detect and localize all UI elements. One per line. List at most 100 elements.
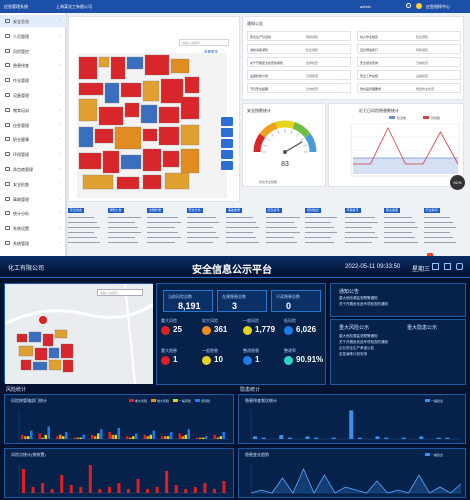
sidebar-item-14[interactable]: 系统设置 › (0, 222, 66, 234)
news-line[interactable] (305, 242, 334, 244)
news-line[interactable] (147, 232, 178, 234)
news-line[interactable] (423, 237, 453, 239)
major-risk-item[interactable]: 重大危险源监测预警通知 (339, 334, 378, 338)
news-line[interactable] (68, 237, 97, 239)
news-column[interactable]: 职业健康 (384, 208, 420, 254)
sidebar-item-4[interactable]: 作业管理 › (0, 74, 66, 86)
notice-item[interactable]: 节日安全提醒 日常检查 (247, 83, 351, 93)
notice-item[interactable]: 应急预案修订 特别通知 (357, 44, 461, 54)
news-line[interactable] (423, 227, 456, 229)
news-line[interactable] (68, 242, 100, 244)
sidebar-item-7[interactable]: 应急管理 › (0, 119, 66, 131)
sidebar-item-9[interactable]: 环保管理 › (0, 148, 66, 160)
news-line[interactable] (68, 222, 97, 224)
zoom-button-2[interactable] (221, 139, 233, 148)
news-line[interactable] (384, 222, 415, 224)
major-risk-item[interactable]: 应急演练计划安排 (339, 352, 367, 356)
sidebar-item-6[interactable]: 教育培训 › (0, 104, 66, 116)
news-line[interactable] (384, 242, 418, 244)
news-line[interactable] (344, 237, 378, 239)
news-line[interactable] (265, 237, 294, 239)
news-line[interactable] (344, 232, 375, 234)
news-column[interactable]: 法规标准 (147, 208, 183, 254)
sidebar-item-8[interactable]: 职业健康 › (0, 133, 66, 145)
news-column-header[interactable]: 法规标准 (147, 208, 164, 213)
plant-layout-map[interactable] (77, 53, 227, 198)
news-column[interactable]: 通知公告 (107, 208, 144, 254)
news-column-header[interactable]: 环保资讯 (344, 208, 361, 213)
news-line[interactable] (107, 232, 141, 234)
notice-item[interactable]: 安全培训安排 日常检查 (357, 57, 461, 67)
fullscreen-icon[interactable] (444, 263, 451, 270)
news-line[interactable] (147, 237, 181, 239)
zoom-button-0[interactable] (221, 117, 233, 126)
news-line[interactable] (226, 232, 253, 234)
news-line[interactable] (107, 237, 135, 239)
news-line[interactable] (265, 227, 297, 229)
news-line[interactable] (186, 242, 213, 244)
news-line[interactable] (305, 237, 331, 239)
news-line[interactable] (107, 222, 135, 224)
notice-item[interactable]: 安全工作总结 设备检查 (357, 70, 461, 80)
news-line[interactable] (147, 227, 175, 229)
user-name[interactable]: admin (360, 4, 371, 9)
news-column-header[interactable]: 安全动态 (68, 208, 85, 213)
notice-item[interactable]: 关于开展安全检查的通知 监督检查 (247, 57, 351, 67)
news-line[interactable] (265, 242, 297, 244)
notice-item[interactable]: 消防演练通知 隐患通知 (247, 44, 351, 54)
news-column[interactable]: 应急资讯 (265, 208, 302, 254)
news-line[interactable] (226, 217, 253, 219)
news-line[interactable] (68, 217, 94, 219)
app-logo-text[interactable]: 应急管理系统 (4, 4, 28, 9)
news-line[interactable] (344, 217, 375, 219)
news-line[interactable] (186, 227, 213, 229)
news-line[interactable] (423, 217, 450, 219)
news-column[interactable]: 培训信息 (305, 208, 341, 254)
news-line[interactable] (305, 232, 337, 234)
news-column-header[interactable]: 安全文化 (186, 208, 203, 213)
map-more-link[interactable]: 查看更多 (204, 50, 218, 54)
sidebar-item-3[interactable]: 隐患排查 › (0, 59, 66, 71)
news-column-header[interactable]: 职业健康 (384, 208, 401, 213)
news-line[interactable] (265, 232, 300, 234)
news-column-header[interactable]: 应急资讯 (265, 208, 282, 213)
zoom-button-3[interactable] (221, 150, 233, 159)
news-line[interactable] (226, 242, 259, 244)
map-zoom-controls[interactable] (221, 117, 235, 177)
sidebar-item-12[interactable]: 事故管理 › (0, 193, 66, 205)
news-column[interactable]: 安全文化 (186, 208, 223, 254)
sidebar-item-2[interactable]: 风险管控 › (0, 45, 66, 57)
sidebar-item-5[interactable]: 设备管理 › (0, 89, 66, 101)
news-line[interactable] (186, 217, 216, 219)
map-search-input[interactable]: 请输入关键字 (179, 39, 229, 46)
bigscreen-notice-item[interactable]: 重大危险源监测预警通知 (339, 296, 378, 300)
notice-item[interactable]: 危化品管理要求 危险作业检查 (357, 83, 461, 93)
news-line[interactable] (305, 227, 334, 229)
logout-icon[interactable] (456, 263, 463, 270)
news-line[interactable] (226, 222, 256, 224)
sidebar-item-11[interactable]: 安全检查 › (0, 178, 66, 190)
news-line[interactable] (344, 222, 378, 224)
news-line[interactable] (423, 222, 453, 224)
news-line[interactable] (226, 227, 259, 229)
news-line[interactable] (344, 242, 372, 244)
news-line[interactable] (344, 227, 372, 229)
news-line[interactable] (107, 242, 138, 244)
bigscreen-notice-item[interactable]: 关于开展危化品专项检查的通知 (339, 302, 388, 306)
sidebar-item-15[interactable]: 系统管理 › (0, 237, 66, 249)
major-risk-item[interactable]: 企业安全生产承诺公告 (339, 346, 374, 350)
news-column[interactable]: 安全动态 (68, 208, 104, 254)
news-line[interactable] (186, 222, 219, 224)
bell-icon[interactable] (406, 3, 411, 8)
news-column[interactable]: 事故案例 (226, 208, 262, 254)
news-line[interactable] (305, 217, 337, 219)
sidebar-item-10[interactable]: 承包商管理 › (0, 163, 66, 175)
news-column-header[interactable]: 培训信息 (305, 208, 322, 213)
notice-item[interactable]: 安全生产月活动 特别通知 (247, 31, 351, 41)
sidebar-item-0[interactable]: 安全总览 › (0, 15, 66, 27)
news-line[interactable] (265, 217, 300, 219)
float-percent-button[interactable]: 61% (450, 175, 465, 190)
news-line[interactable] (107, 217, 141, 219)
news-column-header[interactable]: 行业新闻 (423, 208, 440, 213)
zoom-button-1[interactable] (221, 128, 233, 137)
